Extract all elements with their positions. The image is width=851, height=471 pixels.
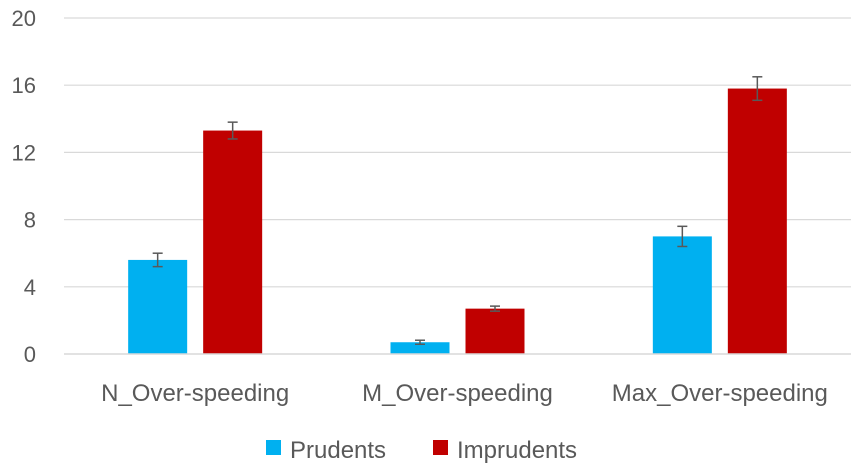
error-bar <box>227 121 238 140</box>
legend-label-prudents: Prudents <box>290 437 386 464</box>
bar-imprudents-n_over-speeding <box>203 130 263 354</box>
legend: Prudents Imprudents <box>266 437 577 464</box>
y-tick-label: 16 <box>12 73 36 98</box>
bar-prudents-n_over-speeding <box>128 259 188 354</box>
y-tick-label: 20 <box>12 6 36 31</box>
bar-prudents-max_over-speeding <box>652 236 712 354</box>
error-bar <box>490 305 500 312</box>
error-bar <box>677 225 688 248</box>
legend-label-imprudents: Imprudents <box>457 437 577 464</box>
x-category-label: Max_Over-speeding <box>612 380 828 407</box>
y-axis-ticks: 0 4 8 12 16 20 <box>12 6 36 367</box>
x-category-label: N_Over-speeding <box>101 380 289 407</box>
bars <box>128 88 787 354</box>
bar-imprudents-m_over-speeding <box>465 308 525 354</box>
bar-imprudents-max_over-speeding <box>727 88 787 354</box>
error-bars <box>152 76 763 346</box>
legend-swatch-imprudents <box>433 440 448 455</box>
x-category-label: M_Over-speeding <box>362 380 553 407</box>
bar-prudents-m_over-speeding <box>390 342 450 354</box>
error-bar <box>752 76 763 102</box>
x-axis-categories: N_Over-speeding M_Over-speeding Max_Over-s… <box>101 380 828 407</box>
error-bar <box>152 252 163 268</box>
legend-swatch-prudents <box>266 440 281 455</box>
error-bar <box>415 339 425 346</box>
y-tick-label: 0 <box>24 342 36 367</box>
gridlines <box>64 17 851 288</box>
y-tick-label: 4 <box>24 275 36 300</box>
y-tick-label: 12 <box>12 140 36 165</box>
y-tick-label: 8 <box>24 208 36 233</box>
